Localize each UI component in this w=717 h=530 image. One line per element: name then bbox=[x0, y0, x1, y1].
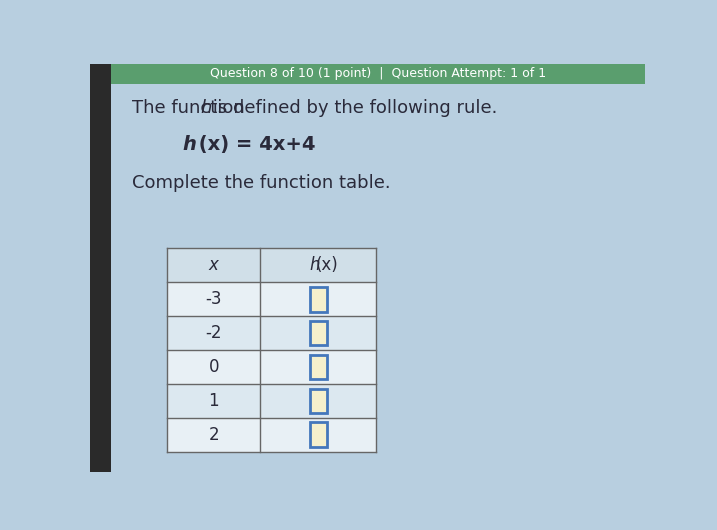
Bar bbox=[310, 422, 327, 447]
Bar bbox=[260, 350, 376, 384]
Bar bbox=[167, 316, 260, 350]
Bar bbox=[167, 384, 260, 418]
Bar bbox=[167, 282, 260, 316]
Text: (x) = 4x+4: (x) = 4x+4 bbox=[192, 135, 315, 154]
Bar bbox=[260, 282, 376, 316]
Text: Complete the function table.: Complete the function table. bbox=[132, 174, 391, 192]
Text: h: h bbox=[201, 99, 212, 117]
Bar bbox=[310, 321, 327, 346]
Bar bbox=[310, 388, 327, 413]
Bar bbox=[167, 418, 260, 452]
Bar bbox=[310, 355, 327, 379]
Bar bbox=[167, 350, 260, 384]
Bar bbox=[260, 384, 376, 418]
Text: 1: 1 bbox=[209, 392, 219, 410]
Text: 0: 0 bbox=[209, 358, 219, 376]
Bar bbox=[260, 418, 376, 452]
Text: x: x bbox=[209, 257, 219, 275]
Bar bbox=[111, 64, 645, 84]
Text: -3: -3 bbox=[205, 290, 222, 308]
Text: h: h bbox=[309, 257, 320, 275]
Bar bbox=[260, 316, 376, 350]
Text: Question 8 of 10 (1 point)  |  Question Attempt: 1 of 1: Question 8 of 10 (1 point) | Question At… bbox=[210, 67, 546, 80]
Bar bbox=[260, 249, 376, 282]
Text: h: h bbox=[183, 135, 196, 154]
Text: The function: The function bbox=[132, 99, 251, 117]
Text: -2: -2 bbox=[205, 324, 222, 342]
Bar bbox=[90, 64, 111, 472]
Text: 2: 2 bbox=[209, 426, 219, 444]
Text: (x): (x) bbox=[315, 257, 338, 275]
Bar bbox=[310, 287, 327, 312]
Text: is defined by the following rule.: is defined by the following rule. bbox=[206, 99, 497, 117]
Bar bbox=[167, 249, 260, 282]
